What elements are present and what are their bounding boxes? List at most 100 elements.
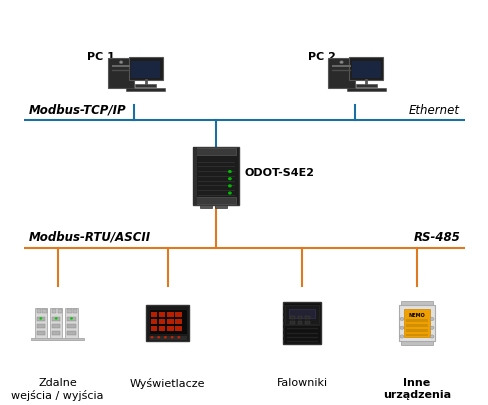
Bar [406,334,427,337]
Bar [37,331,45,335]
Circle shape [227,171,231,174]
Bar [151,312,157,317]
Circle shape [157,336,160,339]
Bar [52,309,56,313]
Bar [149,309,186,334]
FancyBboxPatch shape [327,59,354,88]
Bar [112,66,130,68]
Circle shape [429,326,433,330]
Bar [52,317,61,321]
Text: ODOT-S4E2: ODOT-S4E2 [244,168,314,178]
Bar [282,325,284,328]
Text: RS-485: RS-485 [412,230,459,243]
Bar [58,309,62,313]
Bar [42,309,46,313]
FancyBboxPatch shape [50,309,62,339]
Circle shape [339,62,343,65]
Circle shape [429,335,433,338]
Bar [332,71,350,72]
Circle shape [227,185,231,188]
Text: PC 1: PC 1 [87,51,115,62]
Bar [305,316,309,319]
Bar [73,309,77,313]
Bar [151,326,157,331]
Bar [148,336,186,341]
Bar [52,324,61,328]
FancyBboxPatch shape [35,309,47,339]
Bar [406,329,427,332]
Bar [195,149,236,156]
Circle shape [119,62,122,65]
FancyBboxPatch shape [193,148,238,205]
Circle shape [170,336,173,339]
Bar [351,62,380,79]
Bar [403,310,429,337]
FancyBboxPatch shape [128,58,163,81]
Bar [151,319,157,324]
Bar [200,205,212,209]
FancyBboxPatch shape [282,303,321,344]
Circle shape [227,178,231,181]
Text: PC 2: PC 2 [307,51,335,62]
Circle shape [227,192,231,195]
Circle shape [163,336,166,339]
Bar [52,331,61,335]
Circle shape [40,318,42,320]
Bar [282,313,284,317]
Bar [67,324,76,328]
Text: Modbus-TCP/IP: Modbus-TCP/IP [29,103,126,116]
Text: Wyświetlacze: Wyświetlacze [130,377,205,388]
Bar [406,320,427,322]
Circle shape [399,326,403,330]
Bar [289,321,294,324]
Bar [195,198,236,205]
Bar [355,85,376,88]
Bar [167,312,173,317]
Bar [282,307,284,311]
Bar [175,326,182,331]
Bar [67,309,71,313]
FancyBboxPatch shape [398,306,434,341]
Bar [135,85,156,88]
Bar [332,66,350,68]
Bar [131,62,160,79]
Bar [37,324,45,328]
Text: Ethernet: Ethernet [408,103,459,116]
FancyBboxPatch shape [65,309,78,339]
Bar [175,319,182,324]
Bar [67,331,76,335]
Text: NEMO: NEMO [408,312,425,317]
Text: Modbus-RTU/ASCII: Modbus-RTU/ASCII [29,230,151,243]
Text: Zdalne
wejścia / wyjścia: Zdalne wejścia / wyjścia [11,377,103,400]
Bar [193,148,196,205]
Bar [112,71,130,72]
Circle shape [55,318,58,320]
Bar [406,324,427,327]
Bar [167,319,173,324]
Bar [401,341,432,345]
Bar [289,316,294,319]
Bar [37,317,45,321]
Text: Inne
urządzenia: Inne urządzenia [382,377,450,399]
FancyBboxPatch shape [348,58,383,81]
Bar [67,317,76,321]
Circle shape [399,318,403,321]
Circle shape [177,336,180,339]
Bar [401,301,432,306]
Bar [282,337,284,341]
Bar [282,320,284,322]
Bar [282,331,284,335]
Bar [285,305,318,326]
Circle shape [150,336,153,339]
Bar [159,312,165,317]
Circle shape [70,318,73,320]
Bar [167,326,173,331]
Text: Falowniki: Falowniki [276,377,327,387]
Bar [305,321,309,324]
Bar [37,309,41,313]
Circle shape [429,318,433,321]
Bar [288,309,315,319]
Circle shape [399,335,403,338]
Bar [126,89,165,92]
Bar [297,321,302,324]
